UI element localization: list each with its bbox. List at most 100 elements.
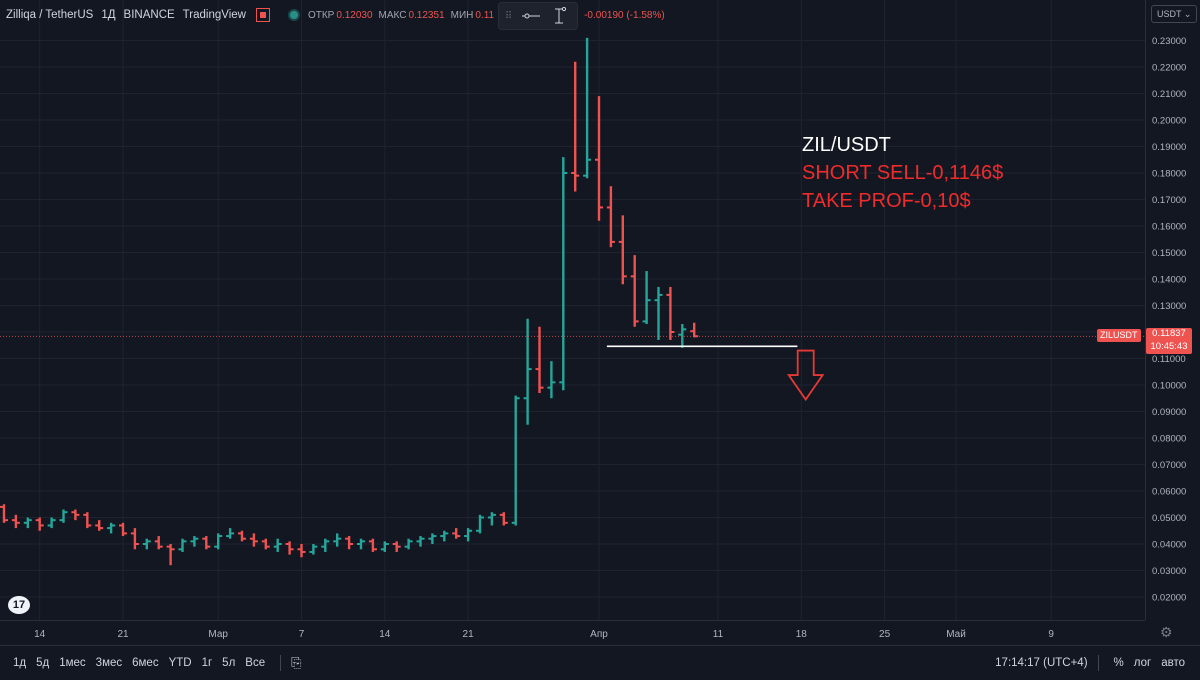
low-value: 0.11 — [475, 9, 495, 21]
period-7[interactable]: 5л — [222, 657, 236, 669]
down-arrow-icon[interactable] — [786, 349, 825, 402]
period-4[interactable]: 6мес — [132, 657, 159, 669]
horizontal-line-tool-icon[interactable] — [517, 5, 545, 27]
ohlc-bar — [606, 186, 615, 248]
date-range-icon[interactable]: ⎘ — [291, 655, 302, 670]
vertical-line-tool-icon[interactable] — [545, 5, 573, 27]
clock[interactable]: 17:14:17 (UTC+4) — [995, 657, 1088, 669]
drag-handle-icon[interactable]: ⠿ — [504, 10, 512, 22]
ohlc-bar — [190, 536, 199, 547]
price-tick-label: 0.04000 — [1152, 540, 1186, 551]
ohlc-bar — [178, 538, 187, 552]
trade-annotation[interactable]: ZIL/USDT SHORT SELL-0,1146$ TAKE PROF-0,… — [802, 131, 1003, 215]
ohlc-bar — [595, 96, 603, 221]
time-tick-label: 11 — [713, 629, 724, 640]
ohlc-bar — [202, 536, 211, 550]
price-tick-label: 0.13000 — [1152, 301, 1186, 312]
ohlc-bar — [321, 538, 330, 552]
ohlc-bar — [654, 286, 663, 340]
chart-area[interactable]: Zilliqa / TetherUS 1Д BINANCE TradingVie… — [0, 0, 1145, 620]
period-3[interactable]: 3мес — [95, 657, 123, 669]
price-tick-label: 0.20000 — [1152, 116, 1186, 127]
price-chart[interactable] — [0, 0, 1145, 620]
price-tick-label: 0.02000 — [1152, 593, 1186, 604]
currency-button[interactable]: USDT ⌄ — [1151, 5, 1198, 23]
last-price-value: 0.11837 — [1152, 328, 1186, 339]
ohlc-bar — [464, 528, 473, 542]
period-2[interactable]: 1мес — [59, 657, 86, 669]
ohlc-bar — [583, 37, 592, 179]
ohlc-bar — [309, 544, 318, 555]
time-scale[interactable]: 14 21 Мар 7 14 21 Апр 11 18 25 Май 9 — [0, 620, 1145, 645]
interval[interactable]: 1Д — [101, 9, 116, 21]
ohlc-bar — [404, 538, 413, 550]
ohlc-bar — [95, 520, 104, 531]
price-tick-label: 0.21000 — [1152, 89, 1186, 100]
exchange: BINANCE — [123, 9, 175, 21]
price-tick-label: 0.16000 — [1152, 222, 1186, 233]
time-tick-label: Апр — [590, 629, 608, 640]
drawing-toolbar[interactable]: ⠿ — [498, 2, 578, 30]
log-toggle[interactable]: лог — [1133, 657, 1152, 669]
symbol-price-label: ZILUSDT — [1097, 329, 1141, 342]
ohlc-bar — [0, 504, 8, 523]
gear-icon[interactable]: ⚙ — [1160, 624, 1173, 640]
ohlc-bar — [547, 361, 556, 399]
time-tick-label: 9 — [1048, 629, 1054, 640]
time-tick-label: 18 — [796, 629, 808, 640]
price-tick-label: 0.17000 — [1152, 195, 1186, 206]
ohlc-bar — [333, 533, 342, 547]
price-tick-label: 0.18000 — [1152, 169, 1186, 180]
auto-toggle[interactable]: авто — [1161, 657, 1185, 669]
ohlc-bar — [238, 530, 246, 542]
high-value: 0.12351 — [408, 9, 445, 21]
time-tick-label: Май — [946, 629, 966, 640]
ohlc-bar — [666, 286, 675, 340]
ohlc-bar — [511, 395, 520, 526]
period-5[interactable]: YTD — [168, 657, 192, 669]
tradingview-logo[interactable]: 17 — [8, 596, 30, 614]
time-tick-label: 7 — [299, 629, 305, 640]
price-axis: 0.23000 0.22000 0.21000 0.20000 0.19000 0.180… — [1152, 36, 1186, 604]
price-tick-label: 0.03000 — [1152, 566, 1186, 577]
ohlc-bar — [357, 538, 365, 550]
chevron-down-icon: ⌄ — [1183, 9, 1192, 19]
ohlc-bar — [107, 522, 116, 534]
annotation-short-sell: SHORT SELL-0,1146$ — [802, 162, 1004, 184]
ohlc-bar — [523, 318, 532, 425]
ohlc-bar — [11, 514, 20, 529]
price-scale[interactable]: 0.23000 0.22000 0.21000 0.20000 0.19000 0.180… — [1145, 0, 1200, 620]
period-8[interactable]: Все — [245, 657, 266, 669]
price-tick-label: 0.09000 — [1152, 407, 1186, 418]
price-tick-label: 0.15000 — [1152, 248, 1186, 259]
alert-icon[interactable] — [255, 8, 270, 22]
bars — [0, 37, 699, 566]
period-1[interactable]: 5д — [36, 657, 50, 669]
divider — [1097, 655, 1099, 671]
ohlc-bar — [392, 541, 401, 552]
period-6[interactable]: 1г — [201, 657, 213, 669]
high-label: МАКС — [378, 9, 407, 21]
price-tick-label: 0.08000 — [1152, 434, 1186, 445]
ohlc-bar — [130, 528, 139, 550]
change-value: -0.00190 (-1.58%) — [584, 9, 665, 21]
symbol-name[interactable]: Zilliqa / TetherUS — [6, 9, 94, 21]
price-tick-label: 0.10000 — [1152, 381, 1186, 392]
ohlc-bar — [618, 215, 627, 285]
ohlc-bar — [23, 517, 32, 529]
price-tick-label: 0.19000 — [1152, 142, 1186, 153]
ohlc-bar — [559, 157, 568, 391]
market-status-icon — [289, 11, 298, 19]
period-0[interactable]: 1д — [13, 657, 27, 669]
currency-label: USDT — [1157, 9, 1182, 19]
percent-toggle[interactable]: % — [1113, 657, 1124, 669]
ohlc-bar — [249, 533, 258, 547]
ohlc-bar — [59, 509, 68, 523]
ohlc-bar — [285, 541, 294, 555]
ohlc-bar — [142, 538, 151, 550]
price-tick-label: 0.22000 — [1152, 63, 1186, 74]
ohlc-bar — [571, 61, 580, 192]
ohlc-bar — [214, 533, 223, 550]
grid — [0, 0, 1145, 620]
time-tick-label: 21 — [117, 629, 129, 640]
